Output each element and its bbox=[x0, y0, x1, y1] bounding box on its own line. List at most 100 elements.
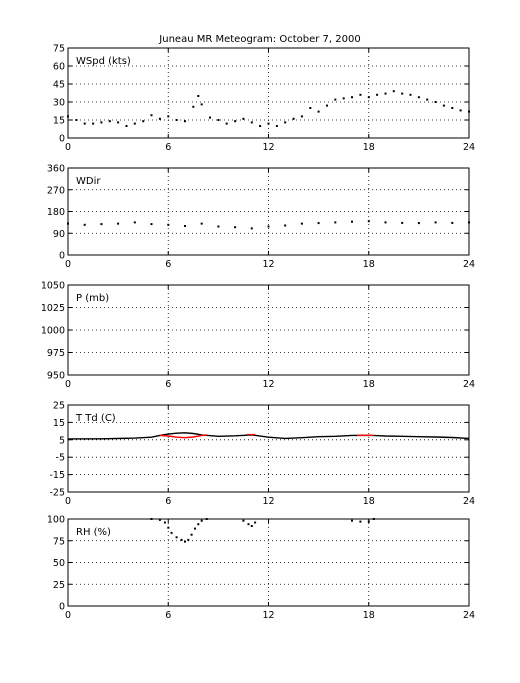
data-point bbox=[92, 122, 95, 125]
y-tick-label: 60 bbox=[53, 62, 65, 73]
y-tick-label: 360 bbox=[47, 164, 65, 175]
data-point bbox=[409, 93, 412, 96]
data-point bbox=[209, 116, 211, 119]
axes-frame bbox=[67, 404, 470, 493]
data-point bbox=[117, 222, 120, 225]
x-tick-label: 24 bbox=[463, 259, 475, 270]
data-point bbox=[351, 220, 353, 223]
data-point bbox=[359, 520, 362, 523]
data-point bbox=[83, 223, 86, 226]
y-tick-label: 30 bbox=[53, 98, 65, 109]
data-point bbox=[234, 120, 237, 123]
data-point bbox=[75, 119, 78, 121]
data-point bbox=[250, 525, 253, 527]
data-point bbox=[326, 104, 328, 107]
y-tick-label: 950 bbox=[47, 371, 65, 382]
y-tick-label: 975 bbox=[47, 348, 65, 359]
data-point bbox=[317, 110, 320, 113]
data-point bbox=[434, 221, 437, 224]
x-tick-label: 12 bbox=[262, 496, 274, 507]
x-tick-label: 6 bbox=[165, 259, 171, 270]
data-point bbox=[434, 101, 437, 103]
panel-label: WDir bbox=[76, 176, 101, 187]
x-tick-label: 6 bbox=[165, 496, 171, 507]
data-point bbox=[225, 122, 228, 125]
data-point bbox=[284, 121, 287, 124]
x-tick-label: 18 bbox=[363, 142, 375, 153]
y-tick-label: 25 bbox=[53, 401, 65, 412]
data-point bbox=[175, 536, 178, 539]
y-tick-label: 45 bbox=[53, 80, 65, 91]
y-tick-label: 75 bbox=[53, 536, 65, 547]
y-tick-label: 25 bbox=[53, 580, 65, 591]
data-point bbox=[184, 120, 186, 123]
y-tick-label: -5 bbox=[56, 453, 65, 464]
data-point bbox=[392, 90, 395, 93]
data-point bbox=[83, 122, 86, 125]
y-tick-label: 5 bbox=[59, 435, 65, 446]
data-point bbox=[309, 107, 312, 109]
data-point bbox=[133, 122, 136, 125]
x-tick-label: 18 bbox=[363, 259, 375, 270]
data-point bbox=[250, 121, 253, 124]
data-point bbox=[125, 125, 128, 127]
data-point bbox=[247, 523, 250, 526]
data-point bbox=[451, 221, 454, 224]
data-point bbox=[190, 533, 193, 536]
data-point bbox=[334, 221, 337, 224]
data-point bbox=[275, 125, 278, 127]
data-point bbox=[401, 221, 404, 224]
x-tick-label: 12 bbox=[262, 379, 274, 390]
data-point bbox=[417, 222, 420, 225]
x-tick-label: 0 bbox=[65, 610, 71, 621]
y-tick-label: 270 bbox=[47, 185, 65, 196]
panel-wind-speed: 0 6 12 18 24 0 15 30 45 60 75 WSpd (kts) bbox=[53, 44, 475, 154]
panel-wind-direction: 0 6 12 18 24 0 90 180 270 360 WDir bbox=[47, 164, 475, 271]
data-point bbox=[459, 109, 462, 112]
y-tick-label: 1000 bbox=[41, 326, 65, 337]
data-point bbox=[300, 222, 303, 225]
x-tick-label: 18 bbox=[363, 379, 375, 390]
data-point bbox=[442, 104, 445, 107]
data-point bbox=[259, 125, 262, 127]
data-point bbox=[401, 92, 404, 95]
data-point bbox=[170, 531, 173, 534]
y-tick-label: 15 bbox=[53, 116, 65, 127]
data-point bbox=[267, 122, 270, 125]
data-point bbox=[184, 225, 186, 227]
x-tick-label: 24 bbox=[463, 379, 475, 390]
data-point bbox=[254, 521, 257, 524]
x-tick-label: 18 bbox=[363, 496, 375, 507]
x-tick-label: 0 bbox=[65, 142, 71, 153]
data-point bbox=[334, 98, 337, 101]
data-point bbox=[100, 223, 103, 226]
data-point bbox=[192, 105, 195, 108]
data-point bbox=[242, 519, 245, 522]
x-tick-label: 18 bbox=[363, 610, 375, 621]
data-point bbox=[200, 222, 203, 225]
panel-temperature-dewpoint: 0 6 12 18 24 -25 -15 -5 5 15 25 T Td (C) bbox=[49, 401, 475, 508]
data-point bbox=[300, 115, 303, 118]
data-point bbox=[100, 121, 103, 124]
data-point bbox=[180, 538, 183, 541]
y-tick-label: 100 bbox=[47, 515, 65, 526]
y-tick-label: 15 bbox=[53, 418, 65, 429]
data-point bbox=[384, 92, 387, 95]
y-tick-label: 1025 bbox=[41, 303, 65, 314]
y-tick-label: -25 bbox=[49, 488, 65, 499]
chart-title: Juneau MR Meteogram: October 7, 2000 bbox=[158, 34, 360, 45]
x-tick-label: 12 bbox=[262, 610, 274, 621]
x-tick-label: 0 bbox=[65, 496, 71, 507]
data-point bbox=[197, 523, 200, 526]
y-tick-label: 180 bbox=[47, 207, 65, 218]
y-tick-label: 0 bbox=[59, 602, 65, 613]
data-point bbox=[317, 222, 320, 225]
panel-label: RH (%) bbox=[76, 527, 111, 538]
data-point bbox=[342, 97, 345, 100]
panel-pressure: 0 6 12 18 24 950 975 1000 1025 1050 P (mb) bbox=[41, 281, 475, 391]
data-point bbox=[163, 521, 166, 524]
data-point bbox=[376, 93, 379, 96]
data-point bbox=[175, 119, 178, 121]
data-point bbox=[158, 117, 161, 120]
data-point bbox=[267, 225, 270, 228]
